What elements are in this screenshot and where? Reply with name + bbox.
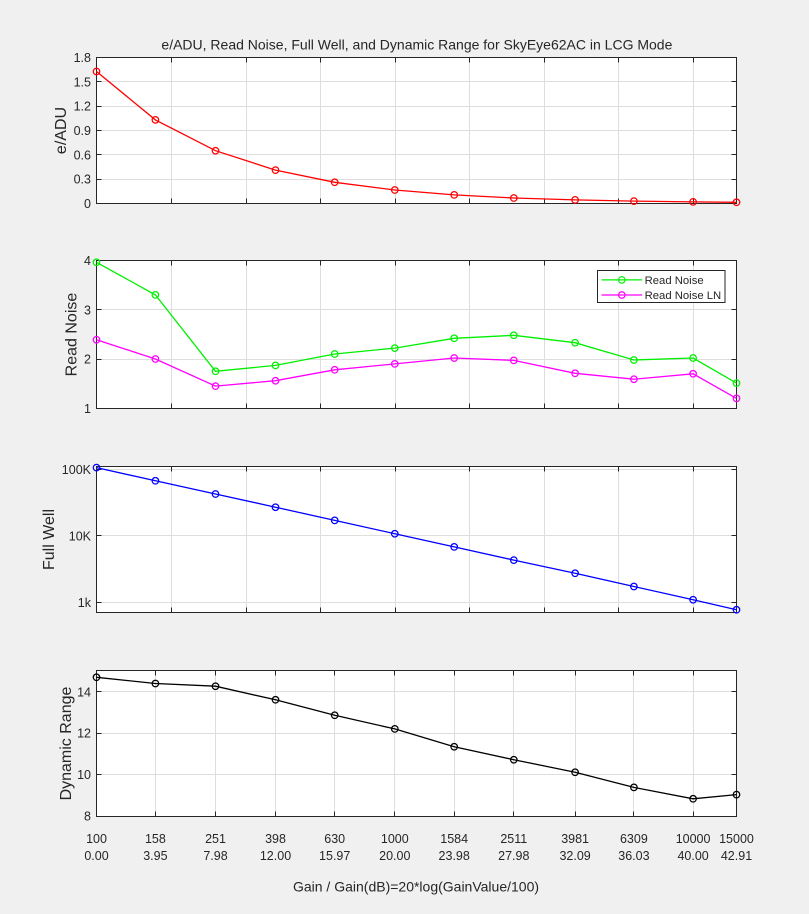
svg-text:0.9: 0.9	[74, 124, 91, 138]
svg-text:100K: 100K	[62, 463, 92, 477]
svg-text:2: 2	[84, 353, 91, 367]
svg-text:23.98: 23.98	[439, 849, 470, 863]
svg-text:0.00: 0.00	[84, 849, 108, 863]
svg-text:36.03: 36.03	[618, 849, 649, 863]
svg-text:20.00: 20.00	[379, 849, 410, 863]
svg-text:0.6: 0.6	[74, 148, 91, 162]
svg-text:1.5: 1.5	[74, 75, 91, 89]
svg-text:40.00: 40.00	[677, 849, 708, 863]
svg-text:42.91: 42.91	[721, 849, 752, 863]
svg-text:1.8: 1.8	[74, 51, 91, 65]
svg-text:10: 10	[77, 768, 91, 782]
svg-text:251: 251	[205, 832, 226, 846]
svg-text:8: 8	[84, 810, 91, 824]
svg-text:Read Noise: Read Noise	[645, 275, 704, 287]
svg-text:398: 398	[265, 832, 286, 846]
svg-text:e/ADU, Read Noise, Full Well,: e/ADU, Read Noise, Full Well, and Dynami…	[161, 37, 672, 53]
svg-text:3.95: 3.95	[143, 849, 167, 863]
svg-text:32.09: 32.09	[559, 849, 590, 863]
svg-text:14: 14	[77, 685, 91, 699]
svg-text:1.2: 1.2	[74, 100, 91, 114]
svg-text:3981: 3981	[561, 832, 589, 846]
svg-text:1584: 1584	[440, 832, 468, 846]
svg-text:1: 1	[84, 402, 91, 416]
svg-text:0: 0	[84, 197, 91, 211]
svg-text:158: 158	[145, 832, 166, 846]
svg-text:1k: 1k	[78, 596, 92, 610]
svg-text:10K: 10K	[69, 529, 92, 543]
svg-text:0.3: 0.3	[74, 173, 91, 187]
svg-text:15000: 15000	[719, 832, 754, 846]
svg-text:1000: 1000	[381, 832, 409, 846]
svg-text:12.00: 12.00	[260, 849, 291, 863]
svg-text:Gain / Gain(dB)=20*log(GainVal: Gain / Gain(dB)=20*log(GainValue/100)	[293, 879, 539, 895]
svg-text:10000: 10000	[676, 832, 711, 846]
svg-text:7.98: 7.98	[203, 849, 227, 863]
svg-text:Dynamic Range: Dynamic Range	[58, 686, 75, 800]
svg-text:100: 100	[86, 832, 107, 846]
svg-text:4: 4	[84, 254, 91, 268]
svg-text:630: 630	[324, 832, 345, 846]
svg-text:27.98: 27.98	[498, 849, 529, 863]
svg-text:3: 3	[84, 303, 91, 317]
svg-text:2511: 2511	[500, 832, 527, 846]
svg-text:6309: 6309	[620, 832, 648, 846]
svg-text:Read Noise LN: Read Noise LN	[645, 290, 722, 302]
svg-text:Read Noise: Read Noise	[64, 293, 81, 377]
svg-text:Full Well: Full Well	[41, 509, 58, 570]
svg-text:e/ADU: e/ADU	[53, 107, 70, 154]
svg-text:12: 12	[77, 727, 91, 741]
svg-text:15.97: 15.97	[319, 849, 350, 863]
